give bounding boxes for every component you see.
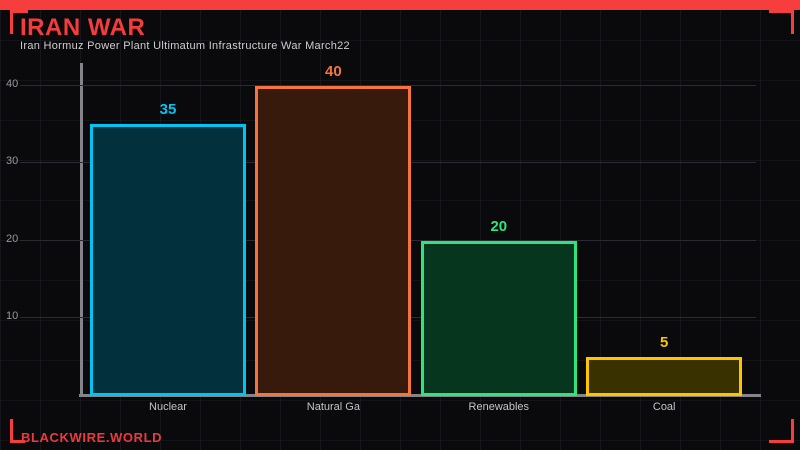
bar-renewables — [420, 240, 577, 396]
x-axis — [79, 394, 761, 397]
page-subtitle: Iran Hormuz Power Plant Ultimatum Infras… — [20, 40, 350, 52]
x-tick-label-renewables: Renewables — [468, 401, 530, 413]
bar-natural-ga — [255, 85, 412, 396]
bar-value-coal: 5 — [660, 334, 669, 352]
y-tick-label: 10 — [6, 310, 19, 323]
x-tick-label-natural-ga: Natural Ga — [306, 401, 360, 413]
bar-value-nuclear: 35 — [159, 101, 177, 119]
page-title: IRAN WAR — [20, 14, 146, 41]
corner-bracket-top-right — [769, 10, 794, 34]
top-accent-bar — [0, 0, 800, 10]
bar-coal — [586, 357, 743, 396]
bar-value-natural-ga: 40 — [325, 62, 342, 80]
y-gridline — [20, 84, 756, 86]
bar-value-renewables: 20 — [490, 217, 508, 235]
bar-nuclear — [90, 124, 246, 396]
corner-bracket-bottom-right — [769, 419, 794, 443]
y-tick-label: 40 — [6, 77, 19, 90]
x-tick-label-coal: Coal — [652, 401, 676, 413]
x-tick-label-nuclear: Nuclear — [149, 401, 187, 413]
corner-bracket-bottom-left — [10, 419, 25, 443]
y-tick-label: 30 — [6, 155, 19, 168]
corner-bracket-top-left — [10, 10, 28, 34]
footer-brand: BLACKWIRE.WORLD — [21, 430, 163, 445]
y-tick-label: 20 — [6, 232, 19, 245]
y-axis — [80, 63, 83, 397]
